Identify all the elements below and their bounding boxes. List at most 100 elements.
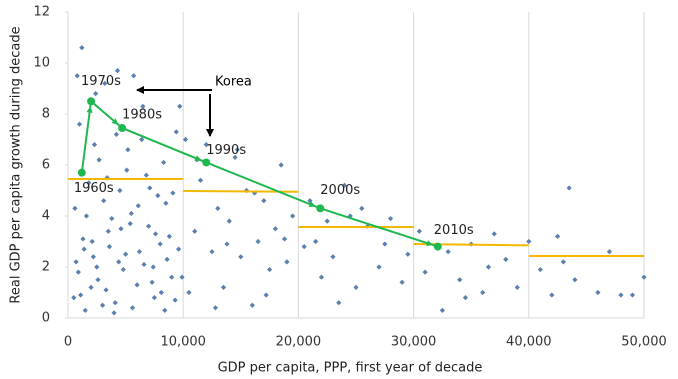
scatter-point bbox=[71, 295, 77, 301]
scatter-point bbox=[96, 157, 102, 163]
scatter-point bbox=[104, 175, 110, 181]
scatter-point bbox=[457, 277, 463, 283]
scatter-point bbox=[209, 249, 215, 255]
scatter-point bbox=[445, 249, 451, 255]
scatter-point bbox=[301, 244, 307, 250]
arrowhead bbox=[308, 201, 316, 207]
y-tick-label: 8 bbox=[42, 107, 50, 122]
scatter-point bbox=[78, 292, 84, 298]
scatter-point bbox=[212, 305, 219, 311]
korea-point bbox=[316, 204, 325, 213]
scatter-point bbox=[81, 246, 87, 252]
scatter-point bbox=[82, 307, 88, 313]
scatter-point bbox=[255, 238, 261, 245]
scatter-point bbox=[629, 292, 636, 298]
scatter-point bbox=[399, 279, 405, 285]
scatter-point bbox=[284, 259, 290, 265]
korea-point bbox=[202, 158, 211, 167]
scatter-point bbox=[76, 121, 83, 127]
scatter-point bbox=[382, 241, 388, 247]
scatter-point bbox=[134, 282, 140, 288]
scatter-point bbox=[101, 198, 107, 204]
scatter-point bbox=[125, 147, 131, 153]
scatter-point bbox=[281, 236, 288, 242]
scatter-point bbox=[226, 218, 232, 224]
scatter-point bbox=[129, 305, 136, 311]
korea-point bbox=[87, 97, 96, 106]
scatter-point bbox=[197, 177, 204, 183]
scatter-point bbox=[139, 136, 145, 143]
scatter-point bbox=[140, 103, 146, 109]
scatter-point bbox=[152, 231, 159, 237]
korea-label: 1980s bbox=[122, 108, 162, 123]
scatter-point bbox=[215, 205, 221, 211]
scatter-point bbox=[263, 292, 269, 298]
scatter-point bbox=[203, 142, 209, 148]
scatter-point bbox=[341, 182, 348, 188]
scatter-point bbox=[261, 198, 267, 204]
scatter-point bbox=[480, 289, 486, 296]
scatter-point bbox=[74, 73, 80, 79]
scatter-point bbox=[172, 297, 178, 303]
scatter-point bbox=[313, 238, 319, 245]
scatter-point bbox=[173, 129, 179, 135]
scatter-point bbox=[161, 159, 167, 166]
scatter-point bbox=[439, 307, 445, 313]
scatter-point bbox=[113, 131, 119, 137]
scatter-point bbox=[157, 241, 163, 247]
scatter-point bbox=[123, 251, 129, 257]
scatter-point bbox=[120, 266, 126, 273]
scatter-point bbox=[127, 221, 133, 227]
scatter-point bbox=[324, 218, 330, 224]
scatter-point bbox=[267, 266, 273, 273]
x-tick-label: 20,000 bbox=[276, 335, 322, 350]
scatter-point bbox=[462, 295, 469, 301]
scatter-point bbox=[72, 205, 78, 211]
scatter-point bbox=[537, 266, 543, 273]
scatter-point bbox=[514, 284, 520, 290]
scatter-point bbox=[566, 185, 572, 191]
x-tick-label: 30,000 bbox=[391, 335, 437, 350]
scatter-point bbox=[86, 180, 92, 186]
korea-point bbox=[433, 242, 442, 251]
scatter-point bbox=[89, 238, 95, 245]
scatter-point bbox=[149, 279, 155, 285]
scatter-point bbox=[232, 154, 238, 160]
scatter-point bbox=[359, 205, 365, 211]
y-tick-label: 10 bbox=[33, 56, 50, 71]
scatter-point bbox=[105, 228, 111, 234]
scatter-point bbox=[102, 80, 108, 86]
scatter-point bbox=[147, 185, 153, 191]
scatter-point bbox=[182, 136, 189, 143]
scatter-point bbox=[422, 269, 428, 275]
korea-label: 2010s bbox=[434, 223, 474, 238]
scatter-point bbox=[549, 292, 555, 298]
scatter-point bbox=[416, 228, 422, 234]
scatter-point bbox=[75, 269, 81, 275]
scatter-point bbox=[150, 264, 156, 270]
scatter-point bbox=[220, 284, 227, 290]
scatter-point bbox=[79, 45, 85, 51]
scatter-point bbox=[186, 289, 192, 296]
scatter-point bbox=[124, 167, 130, 173]
scatter-point bbox=[318, 274, 325, 280]
korea-line bbox=[80, 99, 439, 248]
scatter-point bbox=[163, 200, 169, 206]
scatter-point bbox=[146, 223, 152, 229]
scatter-point bbox=[94, 264, 100, 270]
korea-label: 1960s bbox=[74, 181, 114, 196]
scatter-point bbox=[90, 254, 96, 260]
scatter-point bbox=[114, 68, 121, 74]
scatter-point bbox=[131, 73, 137, 79]
x-tick-label: 50,000 bbox=[621, 335, 667, 350]
scatter-point bbox=[162, 307, 168, 313]
y-tick-label: 2 bbox=[42, 260, 50, 275]
y-axis-label: Real GDP per capita growth during decade bbox=[9, 26, 24, 303]
scatter-point bbox=[572, 277, 578, 283]
y-tick-label: 0 bbox=[42, 311, 50, 326]
scatter-point bbox=[151, 295, 157, 301]
x-tick-label: 10,000 bbox=[160, 335, 206, 350]
scatter-point bbox=[80, 236, 86, 242]
scatter-point bbox=[376, 264, 382, 270]
scatter-point bbox=[109, 215, 115, 222]
